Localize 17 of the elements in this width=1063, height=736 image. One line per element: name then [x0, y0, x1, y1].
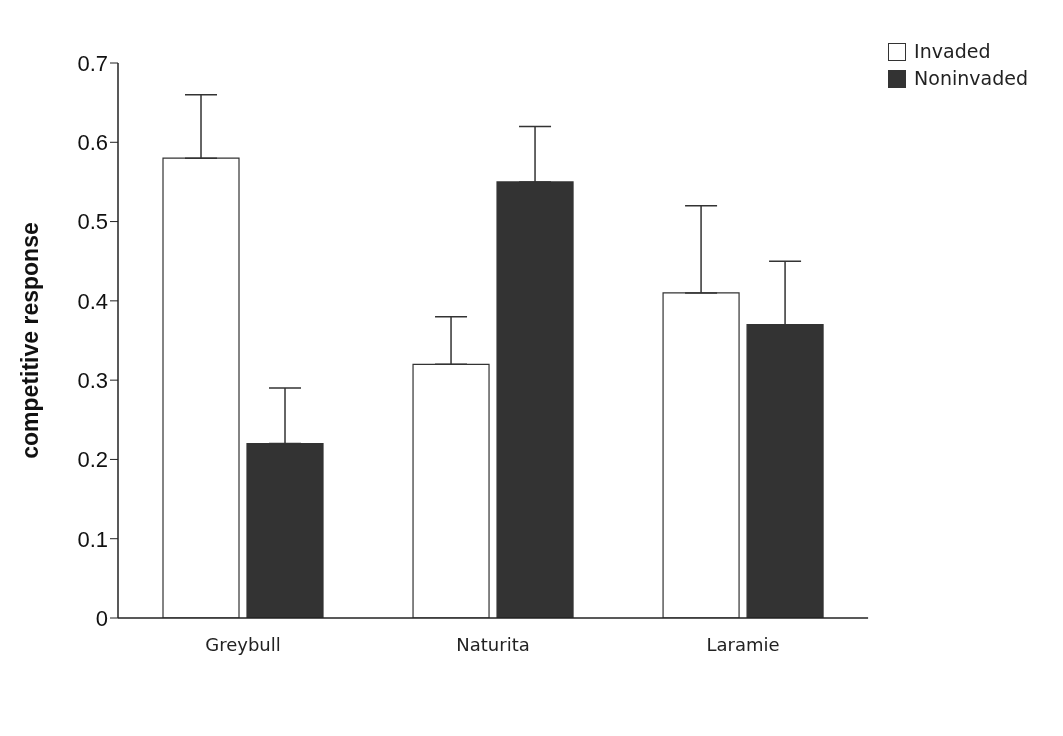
bar	[162, 157, 240, 618]
y-tick-label: 0.4	[77, 288, 108, 314]
y-tick-label: 0	[95, 605, 108, 631]
y-tick-label: 0.1	[77, 526, 108, 552]
legend-label: Invaded	[914, 39, 991, 64]
y-tick-label: 0.5	[77, 209, 108, 235]
x-tick-label: Naturita	[456, 633, 530, 655]
bar	[496, 181, 574, 618]
y-tick-label: 0.2	[77, 447, 108, 473]
y-axis-title: competitive response	[17, 222, 44, 459]
bar	[662, 292, 740, 618]
x-tick-label: Greybull	[205, 633, 281, 655]
legend-label: Noninvaded	[914, 66, 1028, 91]
x-tick-label: Laramie	[706, 633, 780, 655]
y-tick-label: 0.3	[77, 367, 108, 393]
y-tick-label: 0.7	[77, 50, 108, 76]
y-tick-label: 0.6	[77, 130, 108, 156]
